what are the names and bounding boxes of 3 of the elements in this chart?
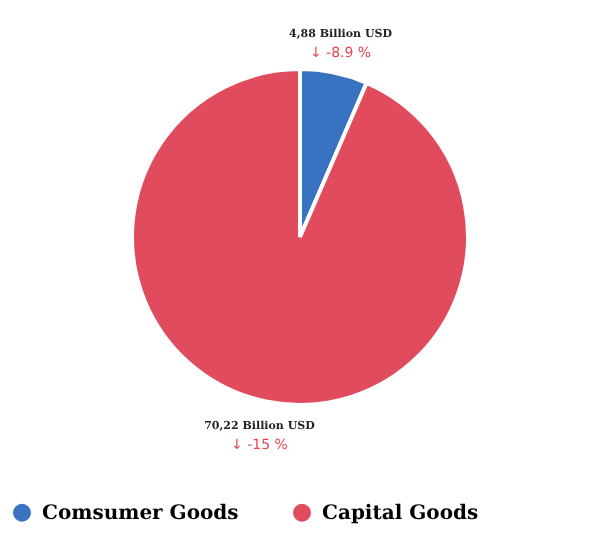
pie-slice	[130, 67, 470, 407]
legend-label: Capital Goods	[322, 502, 479, 525]
legend-label: Comsumer Goods	[42, 502, 240, 525]
